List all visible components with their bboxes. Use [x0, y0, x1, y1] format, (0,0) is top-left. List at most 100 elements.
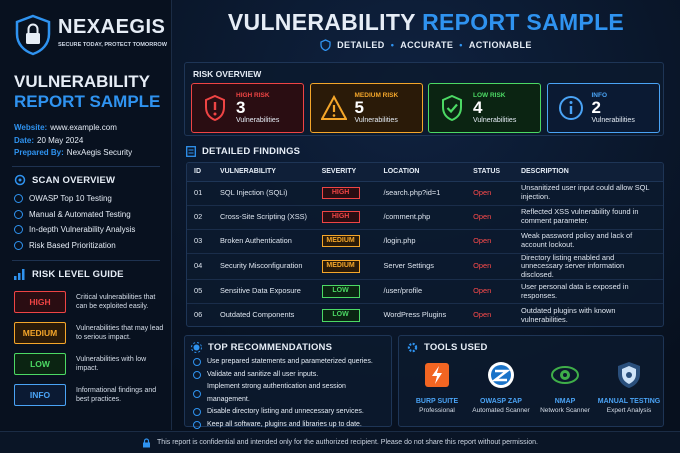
subtitle: DETAILED ACCURATE ACTIONABLE: [180, 39, 672, 51]
table-cell: 04: [187, 253, 213, 281]
title-text: DETAILED FINDINGS: [202, 146, 301, 157]
tool-name: MANUAL TESTING: [597, 398, 661, 405]
table-cell: 02: [187, 205, 213, 230]
section-title: TOP RECOMMENDATIONS: [191, 342, 332, 353]
risk-icon: [442, 95, 462, 121]
icon: [186, 146, 196, 157]
severity-badge: MEDIUM: [321, 260, 360, 273]
table: ID VULNERABILITY SEVERITY LOCATION STATUS DES…: [187, 163, 663, 326]
column-header: SEVERITY: [314, 163, 377, 182]
card-count: 4: [473, 98, 483, 117]
title-line: VULNERABILITY: [14, 72, 150, 91]
tool-name: OWASP ZAP: [480, 398, 522, 405]
footer: This report is confidential and intended…: [0, 431, 680, 453]
tool-role: Professional: [419, 407, 455, 414]
severity-badge: LOW: [321, 285, 360, 299]
icon: [14, 269, 25, 280]
card-unit: Vulnerabilities: [236, 117, 280, 124]
title-line: REPORT SAMPLE: [14, 92, 161, 111]
guide-row: MEDIUM Vulnerabilities that may lead to s…: [14, 317, 164, 348]
level-badge: MEDIUM: [14, 321, 66, 344]
table-cell: Open: [466, 181, 514, 206]
table-body: 01 SQL Injection (SQLi) HIGH/search.php?id…: [187, 181, 663, 326]
icon: [320, 39, 331, 51]
card-label: LOW RISK: [473, 92, 506, 99]
table-cell: HIGH: [314, 181, 377, 206]
card-text: MEDIUM RISK 5 Vulnerabilities: [355, 92, 399, 124]
meta-row: Prepared By: NexAegis Security: [14, 147, 132, 160]
table-cell: /user/profile: [376, 279, 467, 305]
guide-list: HIGH Critical vulnerabilities that can be…: [14, 286, 164, 410]
icon: [191, 342, 202, 353]
table-cell: 01: [187, 181, 213, 206]
level-description: Vulnerabilities that may lead to serious…: [76, 324, 164, 341]
title-text: TOP RECOMMENDATIONS: [208, 342, 333, 353]
brand-tagline: SECURE TODAY, PROTECT TOMORROW: [58, 42, 167, 48]
footer-notice: This report is confidential and intended…: [157, 439, 538, 446]
section-title: SCAN OVERVIEW: [14, 174, 164, 186]
table-cell: Open: [466, 205, 514, 230]
card-unit: Vulnerabilities: [473, 117, 517, 124]
tool-role: Automated Scanner: [472, 407, 530, 414]
card-label: INFO: [591, 92, 608, 99]
meta-label: Prepared By:: [14, 148, 64, 157]
tool-icon: [425, 363, 449, 387]
level-description: Critical vulnerabilities that can be exp…: [76, 293, 156, 310]
table-cell: Weak password policy and lack of account…: [513, 229, 663, 254]
table-row: 02 Cross-Site Scripting (XSS) HIGH/comment…: [187, 205, 663, 230]
meta-label: Website:: [14, 123, 48, 132]
findings-table: ID VULNERABILITY SEVERITY LOCATION STATUS DES…: [186, 162, 664, 327]
tool-name: NMAP: [554, 398, 576, 405]
guide-row: INFO Informational findings and best prac…: [14, 379, 164, 410]
tool: NMAP Network Scanner: [533, 360, 597, 414]
column-header: LOCATION: [376, 163, 467, 182]
table-cell: Broken Authentication: [212, 229, 315, 254]
icon: [407, 342, 418, 353]
column-header: VULNERABILITY: [212, 163, 315, 182]
risk-card: INFO 2 Vulnerabilities: [546, 83, 660, 133]
table-cell: Cross-Site Scripting (XSS): [212, 205, 315, 230]
meta-value: www.example.com: [50, 123, 117, 132]
table-cell: Security Misconfiguration: [212, 253, 315, 281]
table-row: 05 Sensitive Data Exposure LOW/user/profil…: [187, 279, 663, 305]
risk-card: LOW RISK 4 Vulnerabilities: [428, 83, 541, 133]
card-count: 2: [591, 98, 601, 117]
tools-used: TOOLS USED BURP SUITE Professional OWASP Z…: [398, 335, 664, 427]
tool-role: Expert Analysis: [606, 407, 652, 414]
table-cell: WordPress Plugins: [376, 303, 467, 326]
scan-list: OWASP Top 10 Testing Manual & Automated T…: [14, 191, 164, 253]
meta-row: Date: 20 May 2024: [14, 135, 132, 148]
title-part: VULNERABILITY: [227, 9, 416, 35]
card-text: LOW RISK 4 Vulnerabilities: [473, 92, 516, 124]
table-cell: Open: [466, 229, 514, 254]
column-header: STATUS: [466, 163, 514, 182]
subtitle-word: DETAILED: [337, 40, 385, 50]
severity-badge: HIGH: [321, 186, 360, 200]
meta-row: Website: www.example.com: [14, 122, 132, 135]
card-label: MEDIUM RISK: [354, 92, 399, 99]
scan-item: In-depth Vulnerability Analysis: [14, 222, 164, 238]
risk-overview: RISK OVERVIEW HIGH RISK 3 Vulnerabilities M…: [184, 62, 664, 136]
column-header: ID: [187, 163, 213, 182]
recommendation: Disable directory listing and unnecessar…: [193, 406, 389, 419]
tool: OWASP ZAP Automated Scanner: [469, 360, 533, 414]
table-cell: LOW: [314, 303, 377, 326]
section-title: TOOLS USED: [407, 342, 488, 353]
level-badge: INFO: [14, 383, 66, 406]
table-cell: /search.php?id=1: [376, 181, 467, 206]
table-cell: 05: [187, 279, 213, 305]
scan-item: Manual & Automated Testing: [14, 207, 164, 223]
tool-name: BURP SUITE: [415, 398, 459, 405]
level-description: Vulnerabilities with low impact.: [76, 355, 147, 372]
guide-row: HIGH Critical vulnerabilities that can be…: [14, 286, 164, 317]
title-text: SCAN OVERVIEW: [32, 174, 116, 186]
table-cell: HIGH: [314, 205, 377, 230]
subtitle-word: ACTIONABLE: [459, 40, 532, 50]
card-text: INFO 2 Vulnerabilities: [592, 92, 635, 124]
tool-icon: [488, 362, 514, 388]
severity-badge: HIGH: [321, 210, 360, 224]
table-row: 03 Broken Authentication MEDIUM/login.php O…: [187, 229, 663, 254]
recommendation: Use prepared statements and parameterize…: [193, 356, 389, 369]
icon: [14, 174, 26, 186]
section-title: RISK LEVEL GUIDE: [14, 269, 164, 280]
